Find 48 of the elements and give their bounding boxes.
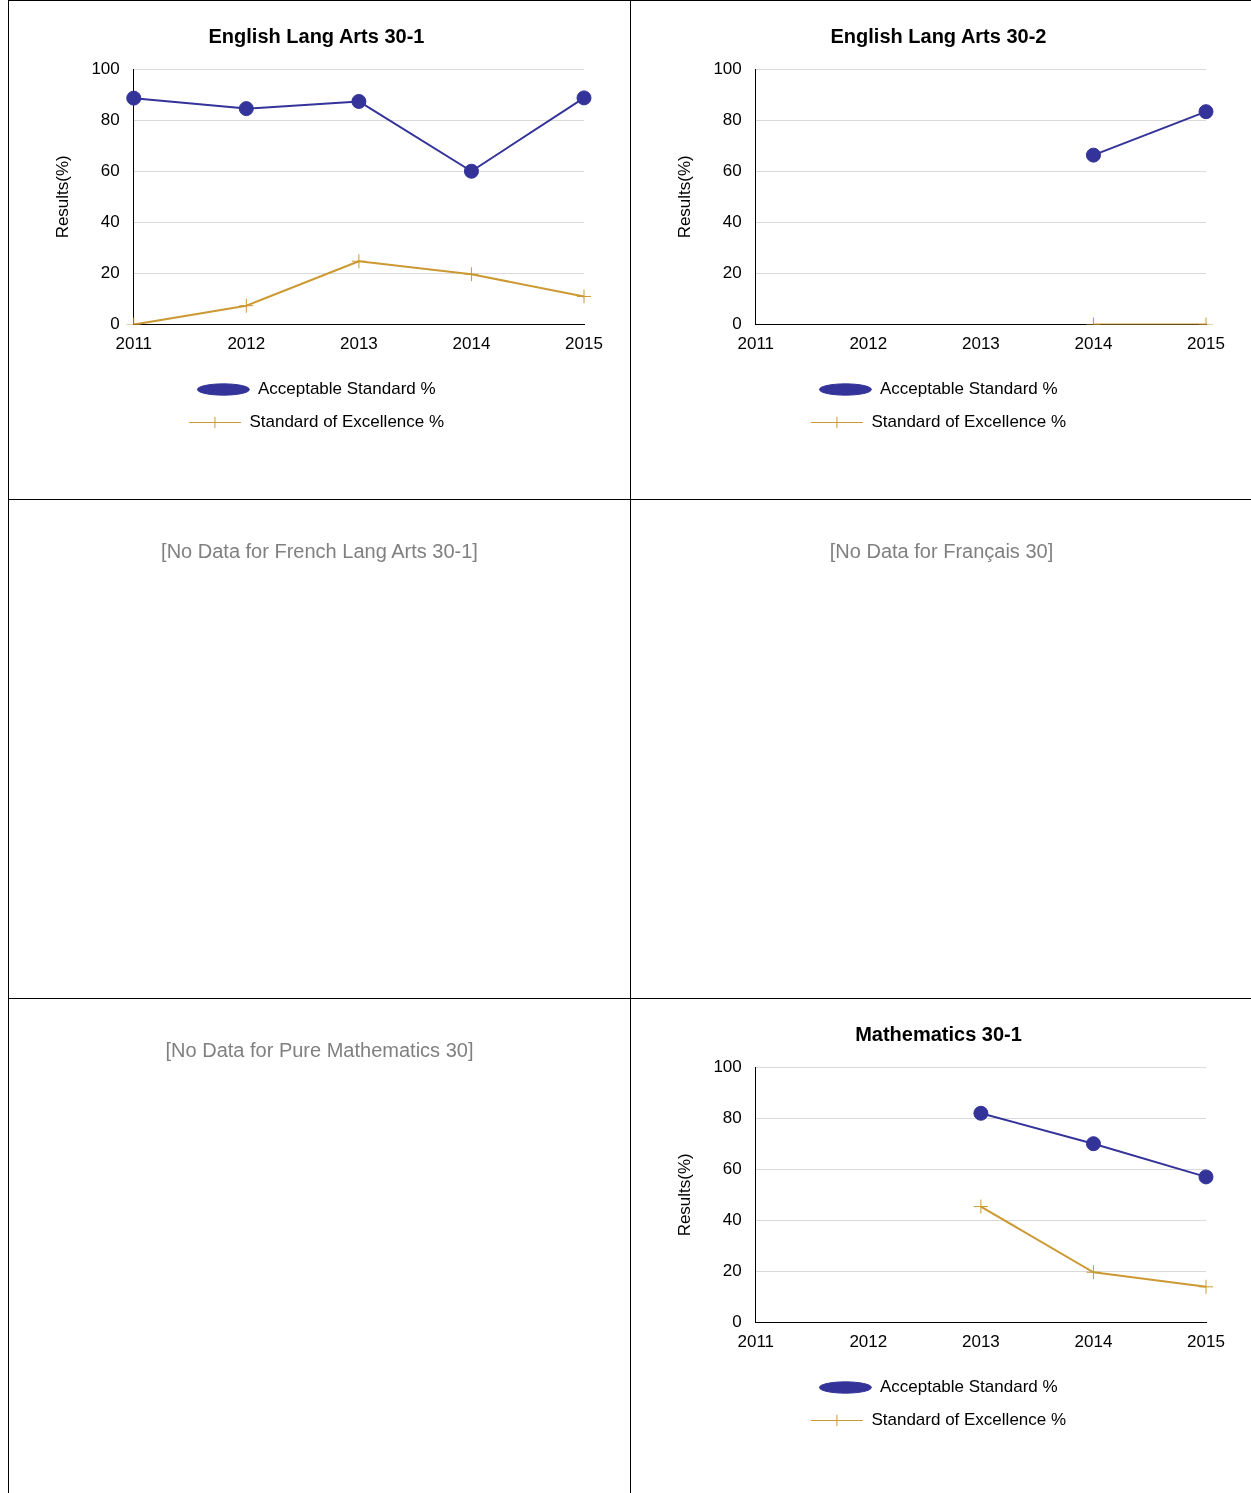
y-tick-label: 20	[100, 263, 120, 283]
y-axis-title: Results(%)	[674, 1153, 694, 1237]
text: [No Data for Pure Mathematics 30]	[164, 1038, 475, 1062]
y-tick-label: 60	[722, 160, 742, 180]
legend-label: Acceptable Standard %	[879, 379, 1058, 399]
y-tick-label: 100	[713, 58, 742, 78]
y-tick-label: 20	[722, 1261, 742, 1281]
x-tick-label: 2013	[961, 334, 1000, 354]
y-axis-title: Results(%)	[674, 155, 694, 239]
x-tick-label: 2011	[737, 334, 775, 354]
legend-label: Standard of Excellence %	[871, 1410, 1067, 1430]
y-tick-label: 100	[713, 1056, 742, 1076]
y-tick-label: 0	[732, 314, 742, 334]
x-tick-label: 2015	[1187, 1332, 1225, 1352]
y-axis-title: Results(%)	[52, 155, 72, 239]
x-tick-label: 2015	[565, 334, 603, 354]
x-tick-label: 2012	[849, 1332, 888, 1352]
y-tick-label: 40	[722, 212, 742, 232]
y-tick-label: 60	[722, 1158, 742, 1178]
legend-label: Standard of Excellence %	[871, 412, 1067, 432]
text: [No Data for French Lang Arts 30-1]	[160, 539, 479, 563]
y-tick-label: 20	[722, 263, 742, 283]
y-tick-label: 80	[722, 109, 742, 129]
x-tick-label: 2013	[339, 334, 378, 354]
x-tick-label: 2014	[1074, 334, 1113, 354]
x-tick-label: 2015	[1187, 334, 1225, 354]
x-tick-label: 2012	[227, 334, 266, 354]
x-tick-label: 2014	[452, 334, 491, 354]
x-tick-label: 2011	[115, 334, 153, 354]
chart-title: Mathematics 30-1	[855, 1022, 1022, 1045]
x-tick-label: 2011	[737, 1332, 775, 1352]
y-tick-label: 60	[100, 160, 120, 180]
y-tick-label: 80	[722, 1107, 742, 1127]
chart-title: English Lang Arts 30-1	[208, 24, 425, 47]
legend-label: Standard of Excellence %	[249, 412, 445, 432]
x-tick-label: 2013	[961, 1332, 1000, 1352]
x-tick-label: 2012	[849, 334, 888, 354]
x-tick-label: 2014	[1074, 1332, 1113, 1352]
y-tick-label: 0	[110, 314, 120, 334]
y-tick-label: 40	[100, 212, 120, 232]
y-tick-label: 100	[91, 58, 120, 78]
y-tick-label: 0	[732, 1312, 742, 1332]
y-tick-label: 40	[722, 1210, 742, 1230]
legend-label: Acceptable Standard %	[879, 1377, 1058, 1397]
chart-title: English Lang Arts 30-2	[830, 24, 1047, 47]
y-tick-label: 80	[100, 109, 120, 129]
legend-label: Acceptable Standard %	[257, 379, 436, 399]
text: [No Data for Français 30]	[828, 539, 1055, 563]
